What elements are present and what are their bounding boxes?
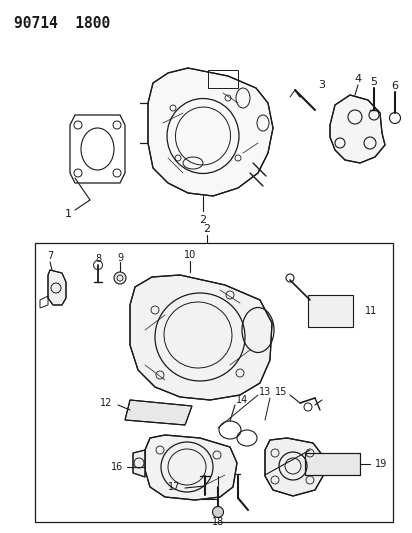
Bar xyxy=(305,453,360,475)
Text: 8: 8 xyxy=(95,254,101,264)
Text: 2: 2 xyxy=(199,215,206,225)
Polygon shape xyxy=(265,438,323,496)
Text: 3: 3 xyxy=(318,80,325,90)
Text: 18: 18 xyxy=(212,517,224,527)
Text: 5: 5 xyxy=(370,77,377,87)
Polygon shape xyxy=(148,68,273,196)
Bar xyxy=(208,70,238,88)
Circle shape xyxy=(213,506,223,518)
Text: 6: 6 xyxy=(391,81,398,91)
Text: 11: 11 xyxy=(365,306,377,316)
Bar xyxy=(308,295,353,327)
Polygon shape xyxy=(133,450,145,477)
Bar xyxy=(305,453,360,475)
Text: 9: 9 xyxy=(117,253,123,263)
Text: 16: 16 xyxy=(111,462,123,472)
Polygon shape xyxy=(330,95,385,163)
Text: 4: 4 xyxy=(354,74,362,84)
Text: 14: 14 xyxy=(236,395,248,405)
Text: 1: 1 xyxy=(65,209,72,219)
Text: 12: 12 xyxy=(100,398,112,408)
Circle shape xyxy=(114,272,126,284)
Text: 17: 17 xyxy=(168,482,180,492)
Text: 19: 19 xyxy=(375,459,387,469)
Text: 13: 13 xyxy=(259,387,271,397)
Bar xyxy=(35,243,393,522)
Polygon shape xyxy=(145,435,237,500)
Text: 15: 15 xyxy=(275,387,287,397)
Polygon shape xyxy=(125,400,192,425)
Text: 10: 10 xyxy=(184,250,196,260)
Text: 90714  1800: 90714 1800 xyxy=(14,16,110,31)
Polygon shape xyxy=(130,275,272,400)
Text: 7: 7 xyxy=(47,251,53,261)
Text: 2: 2 xyxy=(204,224,211,234)
Polygon shape xyxy=(48,270,66,305)
